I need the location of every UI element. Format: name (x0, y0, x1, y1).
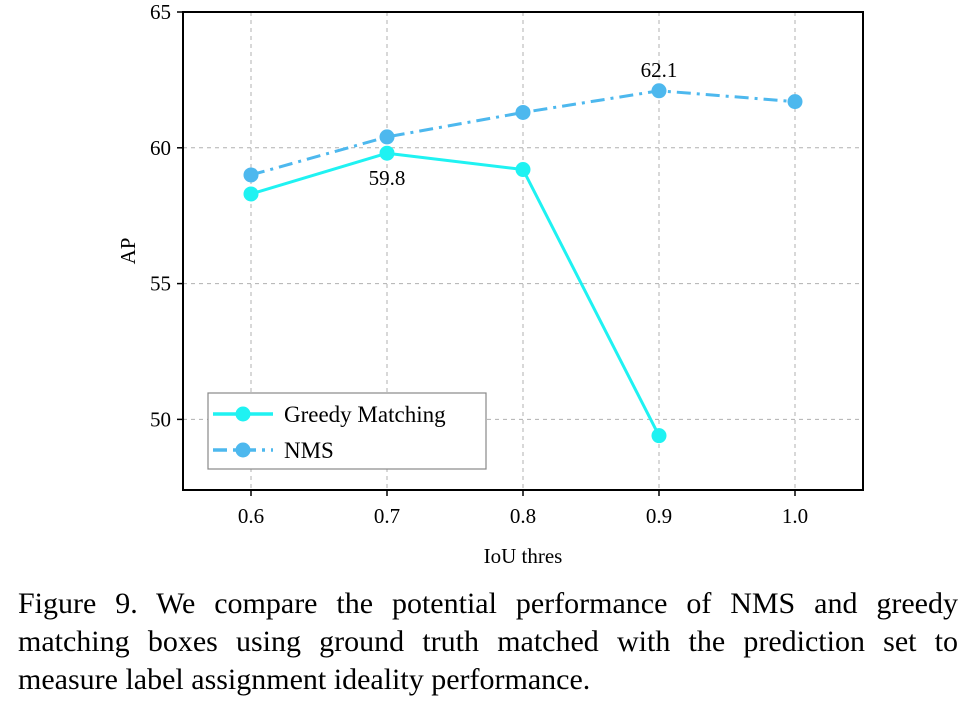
y-tick-label: 50 (150, 407, 171, 431)
x-tick-label: 0.6 (238, 504, 264, 528)
legend-marker-greedy-matching (235, 406, 251, 422)
legend: Greedy Matching NMS (207, 392, 487, 470)
x-tick-label: 0.9 (646, 504, 672, 528)
y-tick-label: 65 (150, 0, 171, 24)
data-point-nms (515, 104, 531, 120)
legend-marker-nms (235, 442, 251, 458)
y-axis-label: AP (116, 238, 140, 265)
data-point-nms (651, 83, 667, 99)
series-line-greedy-matching (250, 151, 661, 437)
data-label: 62.1 (641, 58, 678, 82)
x-tick-label: 0.7 (374, 504, 400, 528)
data-point-nms (787, 94, 803, 110)
data-point-nms (243, 167, 259, 183)
data-point-greedy-matching (515, 162, 531, 178)
data-label: 59.8 (369, 166, 406, 190)
figure-caption: Figure 9. We compare the potential perfo… (18, 587, 958, 696)
legend-entry-nms: NMS (213, 438, 334, 463)
data-point-nms (379, 129, 395, 145)
legend-entry-greedy-matching: Greedy Matching (213, 402, 446, 427)
legend-label-greedy-matching: Greedy Matching (284, 402, 446, 427)
series-line-nms (250, 89, 796, 177)
legend-label-nms: NMS (284, 438, 334, 463)
annotation-layer: 59.8 62.1 (369, 58, 678, 190)
data-point-greedy-matching (379, 145, 395, 161)
x-axis-label: IoU thres (484, 544, 563, 568)
legend-box (207, 392, 487, 470)
y-tick-label: 60 (150, 136, 171, 160)
axis-ticks: 0.6 0.7 0.8 0.9 1.0 50 55 60 65 (150, 0, 808, 528)
series-layer (243, 83, 803, 444)
data-point-greedy-matching (243, 186, 259, 202)
x-tick-label: 0.8 (510, 504, 536, 528)
y-tick-label: 55 (150, 272, 171, 296)
x-tick-label: 1.0 (782, 504, 808, 528)
line-chart: 0.6 0.7 0.8 0.9 1.0 50 55 60 65 59.8 62.1 IoU thr… (116, 0, 864, 568)
data-point-greedy-matching (651, 428, 667, 444)
